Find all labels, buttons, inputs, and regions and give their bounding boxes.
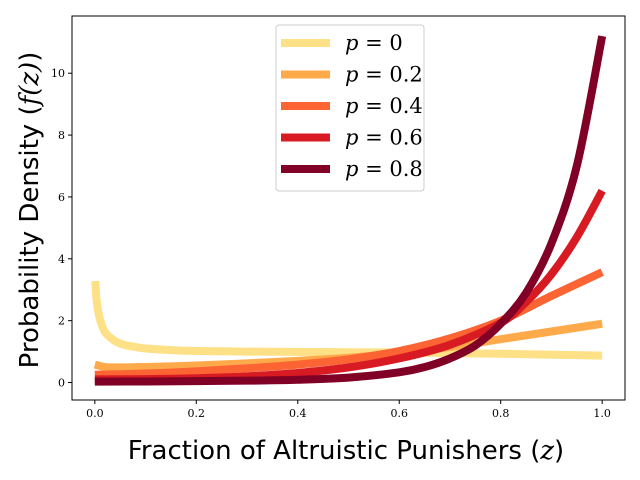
series-group <box>91 35 607 386</box>
x-axis-title-prefix: Fraction of Altruistic Punishers ( <box>128 436 541 466</box>
y-axis-title-symbol: f(z) <box>15 62 45 108</box>
x-tick-label-1: 0.2 <box>188 407 206 420</box>
legend-label-symbol-0: p <box>345 31 358 55</box>
y-axis-title: Probability Density (f(z)) <box>15 52 45 369</box>
legend-label-value-1: = 0.2 <box>358 63 422 87</box>
legend-label-value-4: = 0.8 <box>358 157 422 181</box>
legend-label-4: p = 0.8 <box>345 157 423 181</box>
legend-items: p = 0p = 0.2p = 0.4p = 0.6p = 0.8 <box>281 31 423 181</box>
y-axis-ticks: 0 2 4 6 8 10 <box>51 67 72 390</box>
y-axis-title-suffix: ) <box>15 52 45 62</box>
legend-label-value-3: = 0.6 <box>358 126 422 150</box>
x-tick-label-4: 0.8 <box>492 407 510 420</box>
x-tick-label-2: 0.4 <box>289 407 307 420</box>
y-tick-label-5: 10 <box>51 67 65 80</box>
x-tick-label-0: 0.0 <box>86 407 104 420</box>
legend-label-value-0: = 0 <box>358 31 402 55</box>
legend: p = 0p = 0.2p = 0.4p = 0.6p = 0.8 <box>275 24 425 192</box>
y-axis-title-prefix: Probability Density ( <box>15 105 45 368</box>
y-tick-label-1: 2 <box>58 315 65 328</box>
legend-label-3: p = 0.6 <box>345 126 423 150</box>
y-tick-label-4: 8 <box>58 129 65 142</box>
series-line-0 <box>91 280 603 360</box>
x-tick-label-5: 1.0 <box>593 407 611 420</box>
x-axis-title-symbol: z <box>539 436 554 466</box>
legend-label-symbol-3: p <box>345 126 358 150</box>
y-tick-label-0: 0 <box>58 377 65 390</box>
series-line-4 <box>94 35 607 386</box>
legend-label-symbol-4: p <box>345 157 358 181</box>
x-axis-title: Fraction of Altruistic Punishers (z) <box>128 436 564 466</box>
legend-label-0: p = 0 <box>345 31 403 55</box>
x-axis-title-suffix: ) <box>554 436 564 466</box>
legend-frame <box>275 24 425 192</box>
legend-label-symbol-2: p <box>345 94 358 118</box>
y-tick-label-2: 4 <box>58 253 65 266</box>
legend-label-value-2: = 0.4 <box>358 94 422 118</box>
legend-label-symbol-1: p <box>345 63 358 87</box>
y-tick-label-3: 6 <box>58 191 65 204</box>
legend-label-2: p = 0.4 <box>345 94 423 118</box>
x-axis-ticks: 0.0 0.2 0.4 0.6 0.8 1.0 <box>86 400 611 420</box>
plot-frame <box>71 15 626 401</box>
x-tick-label-3: 0.6 <box>390 407 408 420</box>
legend-label-1: p = 0.2 <box>345 63 423 87</box>
